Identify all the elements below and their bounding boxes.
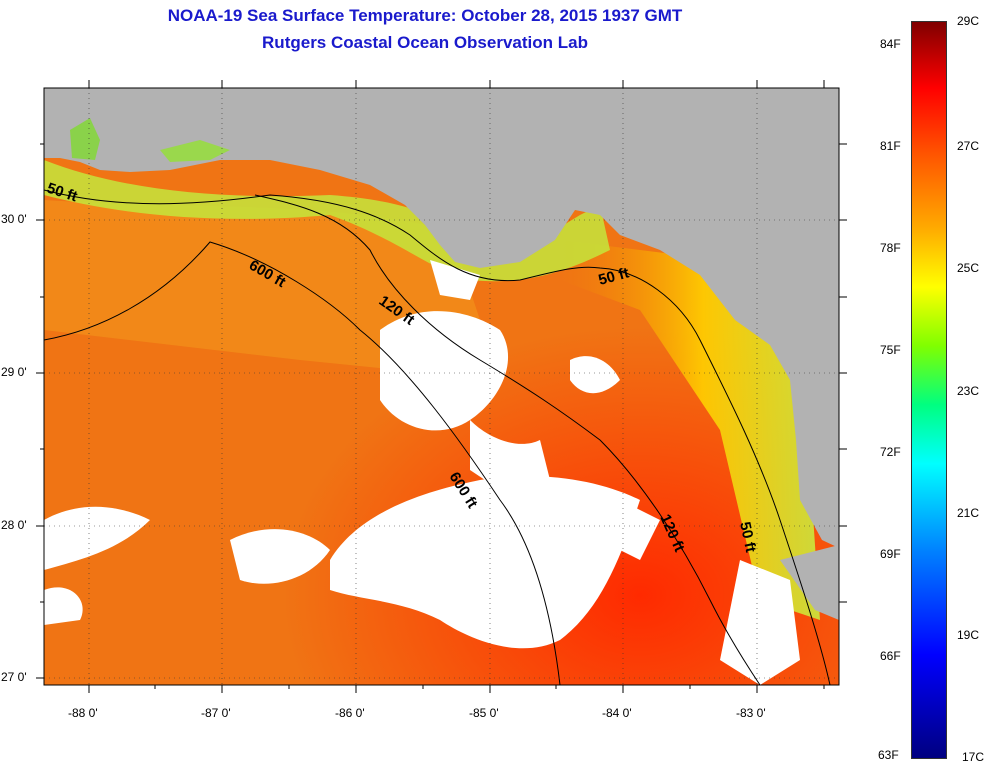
colorbar-f-label: 69F	[880, 547, 901, 561]
lon-label: -85 0'	[469, 706, 499, 720]
lon-label: -88 0'	[68, 706, 98, 720]
axis-ticks	[36, 80, 847, 693]
colorbar-c-label: 19C	[957, 628, 980, 642]
colorbar-c-label: 29C	[957, 14, 980, 28]
lon-label: -84 0'	[602, 706, 632, 720]
lat-label: 29 0'	[1, 365, 27, 379]
lat-label: 28 0'	[1, 518, 27, 532]
lat-label: 30 0'	[1, 212, 27, 226]
colorbar-f-label: 78F	[880, 241, 901, 255]
land-mass	[44, 88, 839, 548]
map-title: NOAA-19 Sea Surface Temperature: October…	[167, 6, 683, 25]
colorbar-c-label: 21C	[957, 506, 980, 520]
colorbar-c-label: 25C	[957, 261, 980, 275]
lon-label: -86 0'	[335, 706, 365, 720]
colorbar-f-label: 75F	[880, 343, 901, 357]
colorbar-c-label: 23C	[957, 384, 980, 398]
lat-label: 27 0'	[1, 670, 27, 684]
isobath-label: 50 ft	[736, 520, 759, 554]
isobath-lines	[43, 189, 831, 686]
temperature-colorbar	[911, 21, 947, 759]
colorbar-f-label: 63F	[878, 748, 899, 762]
map-frame	[43, 87, 840, 686]
lon-label: -83 0'	[736, 706, 766, 720]
colorbar-c-label: 17C	[962, 750, 985, 764]
shelf-water	[560, 240, 820, 620]
colorbar-f-label: 84F	[880, 37, 901, 51]
colorbar-f-label: 66F	[880, 649, 901, 663]
map-subtitle: Rutgers Coastal Ocean Observation Lab	[262, 33, 588, 52]
colorbar-c-label: 27C	[957, 139, 980, 153]
colorbar-f-label: 72F	[880, 445, 901, 459]
colorbar-f-label: 81F	[880, 139, 901, 153]
lon-label: -87 0'	[201, 706, 231, 720]
